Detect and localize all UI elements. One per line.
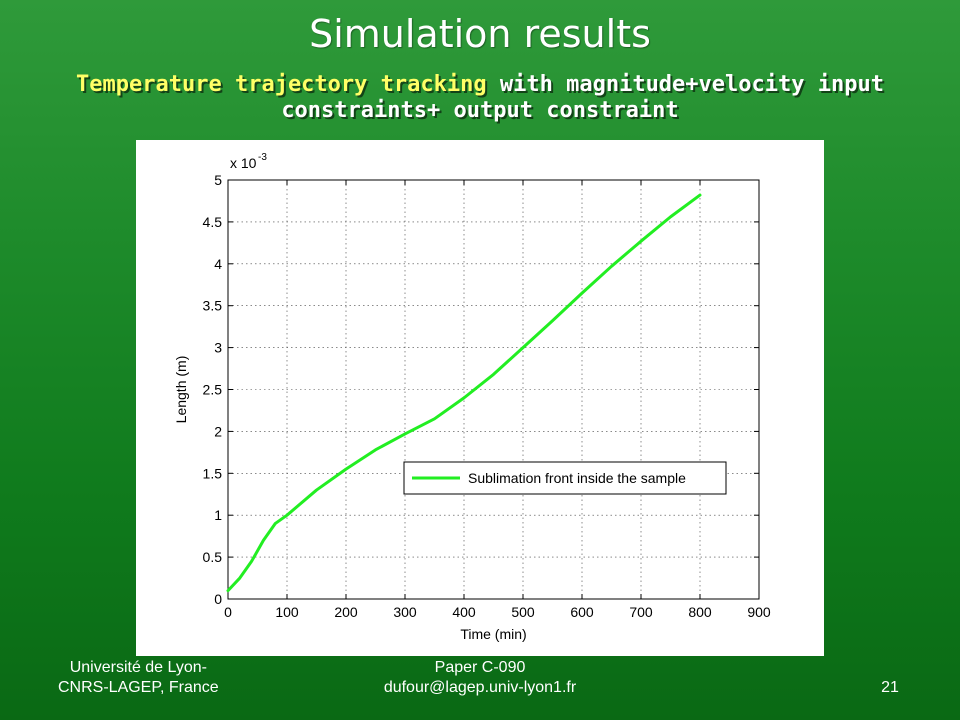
x-tick-label: 900 — [747, 604, 771, 620]
y-tick-label: 2.5 — [203, 382, 223, 398]
y-tick-label: 1 — [214, 507, 222, 523]
y-tick-label: 0.5 — [203, 549, 223, 565]
footer-affiliation-line-2: CNRS-LAGEP, France — [58, 679, 219, 696]
y-exponent-label: x 10 — [230, 155, 257, 171]
footer-email: dufour@lagep.univ-lyon1.fr — [383, 679, 577, 696]
x-axis-label: Time (min) — [460, 626, 526, 642]
y-tick-label: 4.5 — [203, 214, 223, 230]
series-layer — [226, 193, 702, 593]
y-axis-label: Length (m) — [173, 356, 189, 424]
series-line — [226, 193, 702, 593]
footer-affiliation: Université de Lyon- CNRS-LAGEP, France — [58, 658, 219, 698]
line-chart: 0 100 200 300 400 500 600 700 800 900 0 0.5 1 1.5 2 2.5… — [173, 152, 771, 642]
x-tick-label: 0 — [224, 604, 232, 620]
x-tick-label: 300 — [393, 604, 417, 620]
x-tick-label: 700 — [629, 604, 653, 620]
axes-box — [227, 179, 760, 600]
subtitle-line-2: constraints+ output constraint — [281, 98, 679, 123]
legend-layer: Sublimation front inside the sample — [403, 461, 727, 495]
page-number: 21 — [881, 679, 899, 696]
y-exponent-power: -3 — [258, 152, 267, 163]
plot-panel: 0 100 200 300 400 500 600 700 800 900 0 0.5 1 1.5 2 2.5… — [136, 140, 824, 656]
slide-subtitle: Temperature trajectory tracking with mag… — [20, 72, 940, 124]
slide-title: Simulation results — [309, 12, 651, 56]
legend-label: Sublimation front inside the sample — [468, 470, 686, 486]
x-tick-label: 600 — [570, 604, 594, 620]
y-tick-label: 2 — [214, 423, 222, 439]
axes-layer: 0 100 200 300 400 500 600 700 800 900 0 0.5 1 1.5 2 2.5… — [173, 152, 771, 642]
x-tick-label: 400 — [452, 604, 476, 620]
x-tick-label: 800 — [688, 604, 712, 620]
y-tick-label: 4 — [214, 256, 222, 272]
x-tick-label: 500 — [511, 604, 535, 620]
y-tick-label: 0 — [214, 591, 222, 607]
y-tick-label: 5 — [214, 172, 222, 188]
y-tick-label: 3 — [214, 340, 222, 356]
y-tick-label: 3.5 — [203, 298, 223, 314]
y-tick-label: 1.5 — [203, 465, 223, 481]
footer-paper-id: Paper C-090 — [434, 659, 526, 676]
footer-affiliation-line-1: Université de Lyon- — [69, 659, 207, 676]
x-tick-label: 100 — [275, 604, 299, 620]
subtitle-line-1: Temperature trajectory tracking with mag… — [20, 72, 940, 98]
footer-paper: Paper C-090 dufour@lagep.univ-lyon1.fr — [360, 658, 600, 698]
grid-layer — [227, 179, 760, 600]
subtitle-highlight: Temperature trajectory tracking — [76, 72, 487, 97]
x-tick-label: 200 — [334, 604, 358, 620]
subtitle-rest: with magnitude+velocity input — [486, 72, 884, 97]
